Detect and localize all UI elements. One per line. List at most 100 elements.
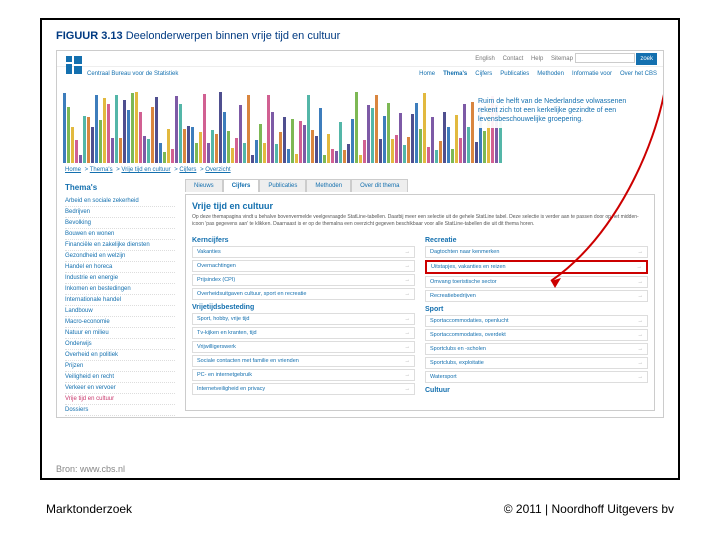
chevron-right-icon: → bbox=[405, 372, 411, 378]
sidebar-item[interactable]: Verkeer en vervoer bbox=[65, 383, 175, 394]
list-item[interactable]: Sportclubs, exploitatie→ bbox=[425, 357, 648, 369]
tab[interactable]: Publicaties bbox=[259, 179, 306, 192]
util-link[interactable]: Contact bbox=[503, 56, 524, 62]
utility-bar: English Contact Help Sitemap zoek bbox=[57, 51, 663, 67]
nav-item[interactable]: Home bbox=[419, 71, 435, 77]
group-heading: Vrijetijdsbesteding bbox=[192, 304, 415, 311]
list-item[interactable]: Overnachtingen→ bbox=[192, 260, 415, 272]
util-link[interactable]: English bbox=[475, 56, 495, 62]
chevron-right-icon: → bbox=[638, 318, 644, 324]
banner: Ruim de helft van de Nederlandse volwass… bbox=[63, 85, 657, 163]
screenshot: English Contact Help Sitemap zoek Centra… bbox=[56, 50, 664, 418]
page-title: Vrije tijd en cultuur bbox=[192, 201, 648, 211]
list-item[interactable]: Uitstapjes, vakanties en reizen→ bbox=[425, 260, 648, 274]
list-item[interactable]: PC- en internetgebruik→ bbox=[192, 369, 415, 381]
list-item[interactable]: Tv-kijken en kranten, tijd→ bbox=[192, 327, 415, 339]
list-item[interactable]: Omvang toeristische sector→ bbox=[425, 276, 648, 288]
util-link[interactable]: Help bbox=[531, 56, 543, 62]
list-item[interactable]: Sport, hobby, vrije tijd→ bbox=[192, 313, 415, 325]
breadcrumb: Home > Thema's > Vrije tijd en cultuur >… bbox=[65, 167, 233, 173]
chevron-right-icon: → bbox=[405, 330, 411, 336]
list-item[interactable]: Internetveiligheid en privacy→ bbox=[192, 383, 415, 395]
nav-item[interactable]: Methoden bbox=[537, 71, 564, 77]
sidebar-item[interactable]: Dossiers bbox=[65, 405, 175, 416]
sidebar-item[interactable]: Arbeid en sociale zekerheid bbox=[65, 196, 175, 207]
list-item[interactable]: Dagtochten naar kenmerken→ bbox=[425, 246, 648, 258]
footer-left: Marktonderzoek bbox=[46, 502, 132, 516]
util-link[interactable]: Sitemap bbox=[551, 56, 573, 62]
list-item[interactable]: Watersport→ bbox=[425, 371, 648, 383]
crumb[interactable]: Cijfers bbox=[179, 167, 196, 173]
sidebar-item[interactable]: Natuur en milieu bbox=[65, 328, 175, 339]
list-item[interactable]: Sportaccommodaties, openlucht→ bbox=[425, 315, 648, 327]
tab[interactable]: Cijfers bbox=[223, 179, 260, 192]
nav-item[interactable]: Publicaties bbox=[500, 71, 529, 77]
search-input[interactable] bbox=[575, 53, 635, 63]
footer-right: © 2011 | Noordhoff Uitgevers bv bbox=[504, 502, 674, 516]
tagline: Ruim de helft van de Nederlandse volwass… bbox=[474, 93, 649, 128]
sidebar-item[interactable]: Handel en horeca bbox=[65, 262, 175, 273]
sidebar-item[interactable]: Financiële en zakelijke diensten bbox=[65, 240, 175, 251]
list-item[interactable]: Vakanties→ bbox=[192, 246, 415, 258]
group-heading: Recreatie bbox=[425, 237, 648, 244]
sidebar: Thema's Arbeid en sociale zekerheidBedri… bbox=[65, 183, 175, 416]
nav-item[interactable]: Cijfers bbox=[475, 71, 492, 77]
sidebar-title: Thema's bbox=[65, 183, 175, 192]
list-item[interactable]: Overheidsuitgaven cultuur, sport en recr… bbox=[192, 288, 415, 300]
sidebar-item[interactable]: Macro-economie bbox=[65, 317, 175, 328]
tab[interactable]: Methoden bbox=[306, 179, 351, 192]
org-label: Centraal Bureau voor de Statistiek bbox=[87, 71, 178, 77]
crumb[interactable]: Home bbox=[65, 167, 81, 173]
list-item[interactable]: Sportclubs en -scholen→ bbox=[425, 343, 648, 355]
sidebar-item[interactable]: Bevolking bbox=[65, 218, 175, 229]
sidebar-item[interactable]: Veiligheid en recht bbox=[65, 372, 175, 383]
sidebar-item[interactable]: Landbouw bbox=[65, 306, 175, 317]
chevron-right-icon: → bbox=[405, 263, 411, 269]
chevron-right-icon: → bbox=[638, 332, 644, 338]
sidebar-item[interactable]: Prijzen bbox=[65, 361, 175, 372]
chevron-right-icon: → bbox=[638, 279, 644, 285]
chevron-right-icon: → bbox=[638, 249, 644, 255]
nav-item[interactable]: Thema's bbox=[443, 71, 467, 77]
crumb[interactable]: Thema's bbox=[90, 167, 113, 173]
crumb[interactable]: Vrije tijd en cultuur bbox=[121, 167, 170, 173]
tabs: NieuwsCijfersPublicatiesMethodenOver dit… bbox=[185, 179, 408, 192]
sidebar-item[interactable]: Bouwen en wonen bbox=[65, 229, 175, 240]
list-item[interactable]: Sportaccommodaties, overdekt→ bbox=[425, 329, 648, 341]
list-item[interactable]: Recreatiebedrijven→ bbox=[425, 290, 648, 302]
sidebar-item[interactable]: Overheid en politiek bbox=[65, 350, 175, 361]
crumb[interactable]: Overzicht bbox=[205, 167, 230, 173]
sidebar-item[interactable]: Bedrijven bbox=[65, 207, 175, 218]
chevron-right-icon: → bbox=[638, 374, 644, 380]
chevron-right-icon: → bbox=[405, 277, 411, 283]
sidebar-item[interactable]: Gezondheid en welzijn bbox=[65, 251, 175, 262]
list-item[interactable]: Prijsindex (CPI)→ bbox=[192, 274, 415, 286]
intro-text: Op deze themapagina vindt u behalve bove… bbox=[192, 214, 648, 227]
sidebar-item[interactable]: Onderwijs bbox=[65, 339, 175, 350]
nav-item[interactable]: Informatie voor bbox=[572, 71, 612, 77]
sidebar-item[interactable]: Vrije tijd en cultuur bbox=[65, 394, 175, 405]
sidebar-item[interactable]: Inkomen en bestedingen bbox=[65, 284, 175, 295]
chevron-right-icon: → bbox=[405, 291, 411, 297]
chevron-right-icon: → bbox=[637, 264, 643, 270]
figure-frame: FIGUUR 3.13 Deelonderwerpen binnen vrije… bbox=[40, 18, 680, 480]
nav-item[interactable]: Over het CBS bbox=[620, 71, 657, 77]
chevron-right-icon: → bbox=[405, 316, 411, 322]
tab[interactable]: Over dit thema bbox=[351, 179, 408, 192]
primary-nav: Home Thema's Cijfers Publicaties Methoden Inf… bbox=[411, 71, 657, 77]
group-heading: Cultuur bbox=[425, 387, 648, 394]
list-item[interactable]: Vrijwilligerswerk→ bbox=[192, 341, 415, 353]
tab[interactable]: Nieuws bbox=[185, 179, 223, 192]
search-button[interactable]: zoek bbox=[636, 53, 657, 65]
chevron-right-icon: → bbox=[405, 344, 411, 350]
content-panel: Vrije tijd en cultuur Op deze themapagin… bbox=[185, 194, 655, 411]
group-heading: Kerncijfers bbox=[192, 237, 415, 244]
chevron-right-icon: → bbox=[638, 346, 644, 352]
list-item[interactable]: Sociale contacten met familie en vriende… bbox=[192, 355, 415, 367]
sidebar-item[interactable]: Industrie en energie bbox=[65, 273, 175, 284]
cbs-logo bbox=[65, 55, 83, 75]
chevron-right-icon: → bbox=[638, 360, 644, 366]
group-heading: Sport bbox=[425, 306, 648, 313]
chevron-right-icon: → bbox=[405, 358, 411, 364]
sidebar-item[interactable]: Internationale handel bbox=[65, 295, 175, 306]
